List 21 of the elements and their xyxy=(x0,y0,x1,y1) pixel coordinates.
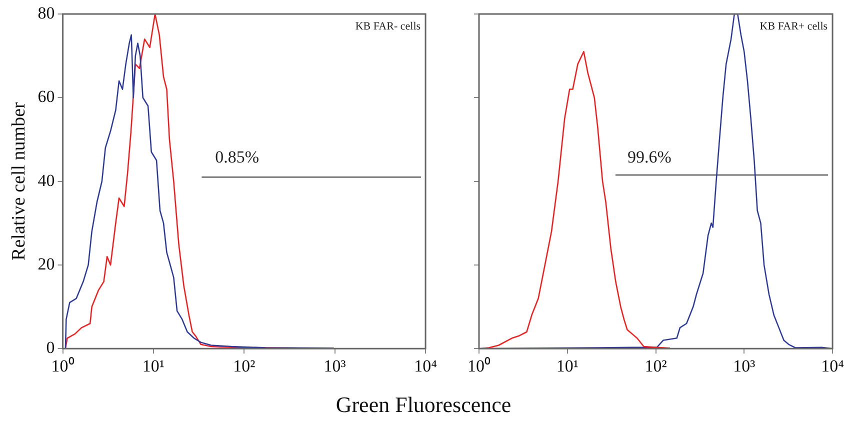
annotation: 0.85% xyxy=(215,147,260,166)
x-tick-label: 10² xyxy=(233,356,256,376)
y-tick-label: 80 xyxy=(38,3,55,22)
x-tick-label: 10¹ xyxy=(556,356,578,376)
y-tick-label: 20 xyxy=(38,254,55,274)
x-axis-title: Green Fluorescence xyxy=(334,392,512,418)
x-tick-label: 10² xyxy=(644,356,667,376)
annotation: 99.6% xyxy=(627,147,672,166)
annotation: KB FAR- cells xyxy=(355,20,421,32)
x-tick-label: 10⁰ xyxy=(51,356,74,376)
x-tick-label: 10⁰ xyxy=(468,356,490,376)
x-tick-label: 10⁴ xyxy=(414,356,438,376)
x-tick-label: 10³ xyxy=(324,356,346,376)
y-axis-title: Relative cell number xyxy=(8,101,30,260)
x-tick-label: 10⁴ xyxy=(821,356,844,376)
y-tick-label: 60 xyxy=(38,87,55,106)
y-tick-label: 0 xyxy=(46,338,55,358)
x-tick-label: 10³ xyxy=(733,356,756,376)
annotation: KB FAR+ cells xyxy=(760,20,828,32)
y-tick-label: 40 xyxy=(38,170,55,190)
x-tick-label: 10¹ xyxy=(142,356,165,376)
